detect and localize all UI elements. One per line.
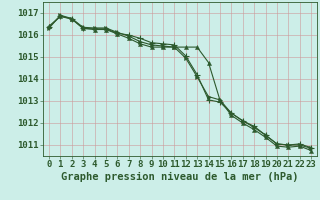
X-axis label: Graphe pression niveau de la mer (hPa): Graphe pression niveau de la mer (hPa)	[61, 172, 299, 182]
